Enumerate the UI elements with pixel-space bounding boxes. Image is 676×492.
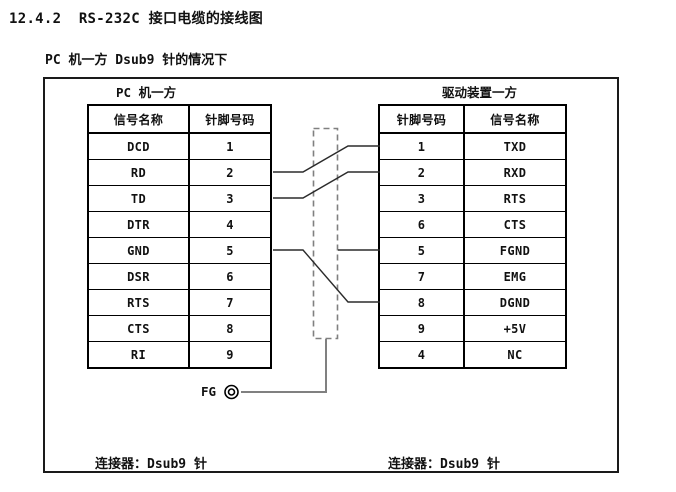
signal-cell: NC [464, 341, 566, 368]
signal-cell: GND [88, 237, 190, 264]
drive-signal-header: 信号名称 [464, 105, 566, 134]
signal-cell: +5V [464, 315, 566, 342]
drive-pin-header: 针脚号码 [379, 105, 465, 134]
pin-cell: 8 [379, 289, 465, 316]
table-row: 8 DGND [379, 289, 566, 316]
pin-cell: 2 [379, 159, 465, 186]
drive-pin-table: 针脚号码 信号名称 1 TXD 2 RXD 3 RTS 6 CTS 5 FGND 7 EMG 8 DGND… [378, 104, 567, 369]
pin-cell: 9 [379, 315, 465, 342]
pin-cell: 2 [189, 159, 271, 186]
table-row: RI 9 [88, 341, 271, 368]
pin-cell: 7 [189, 289, 271, 316]
table-row: DTR 4 [88, 211, 271, 238]
pin-cell: 6 [379, 211, 465, 238]
pin-cell: 7 [379, 263, 465, 290]
pin-cell: 3 [189, 185, 271, 212]
drive-connector-note: 连接器：Dsub9 针 插 头 XM2A-0901（欧姆龙） 防护罩 XM2S-… [388, 411, 589, 492]
table-row: RTS 7 [88, 289, 271, 316]
signal-cell: RXD [464, 159, 566, 186]
signal-cell: DCD [88, 132, 190, 160]
signal-cell: EMG [464, 263, 566, 290]
table-row: 3 RTS [379, 185, 566, 212]
table-row: TD 3 [88, 185, 271, 212]
table-row: DSR 6 [88, 263, 271, 290]
drive-connector-type: 连接器：Dsub9 针 [388, 457, 500, 472]
pin-cell: 4 [379, 341, 465, 368]
section-title: 12.4.2 RS-232C 接口电缆的接线图 [9, 11, 264, 27]
fg-label: FG [201, 384, 217, 399]
pin-cell: 1 [189, 132, 271, 160]
drive-pin-table-body: 1 TXD 2 RXD 3 RTS 6 CTS 5 FGND 7 EMG 8 DGND 9 +5V 4 NC [379, 132, 566, 368]
table-row: 4 NC [379, 341, 566, 368]
table-row: CTS 8 [88, 315, 271, 342]
pin-cell: 3 [379, 185, 465, 212]
table-row: 2 RXD [379, 159, 566, 186]
table-row: 1 TXD [379, 132, 566, 160]
signal-cell: RD [88, 159, 190, 186]
pc-connector-note: 连接器：Dsub9 针 插 头 XM2D-0901（欧姆龙） 防护罩 XM2S-… [95, 411, 296, 492]
table-row: RD 2 [88, 159, 271, 186]
drive-table-header-row: 针脚号码 信号名称 [379, 105, 566, 134]
case-subtitle: PC 机一方 Dsub9 针的情况下 [45, 53, 228, 68]
pin-cell: 4 [189, 211, 271, 238]
table-row: DCD 1 [88, 132, 271, 160]
signal-cell: TD [88, 185, 190, 212]
table-row: 7 EMG [379, 263, 566, 290]
signal-cell: DGND [464, 289, 566, 316]
table-row: GND 5 [88, 237, 271, 264]
table-row: 5 FGND [379, 237, 566, 264]
pin-cell: 5 [189, 237, 271, 264]
signal-cell: CTS [88, 315, 190, 342]
pin-cell: 8 [189, 315, 271, 342]
signal-cell: TXD [464, 132, 566, 160]
pc-pin-table-body: DCD 1 RD 2 TD 3 DTR 4 GND 5 DSR 6 RTS 7 CTS 8 RI 9 [88, 132, 271, 368]
pin-cell: 6 [189, 263, 271, 290]
pin-cell: 5 [379, 237, 465, 264]
pc-table-header-row: 信号名称 针脚号码 [88, 105, 271, 134]
pc-signal-header: 信号名称 [88, 105, 190, 134]
table-row: 9 +5V [379, 315, 566, 342]
pin-cell: 1 [379, 132, 465, 160]
pc-side-label: PC 机一方 [116, 85, 177, 100]
pc-pin-table: 信号名称 针脚号码 DCD 1 RD 2 TD 3 DTR 4 GND 5 DSR 6 RTS 7 CTS 8… [87, 104, 272, 369]
signal-cell: RTS [88, 289, 190, 316]
signal-cell: DSR [88, 263, 190, 290]
signal-cell: RTS [464, 185, 566, 212]
signal-cell: DTR [88, 211, 190, 238]
signal-cell: CTS [464, 211, 566, 238]
signal-cell: RI [88, 341, 190, 368]
pc-pin-header: 针脚号码 [189, 105, 271, 134]
pc-connector-type: 连接器：Dsub9 针 [95, 457, 207, 472]
signal-cell: FGND [464, 237, 566, 264]
pin-cell: 9 [189, 341, 271, 368]
table-row: 6 CTS [379, 211, 566, 238]
drive-side-label: 驱动装置一方 [442, 85, 518, 100]
